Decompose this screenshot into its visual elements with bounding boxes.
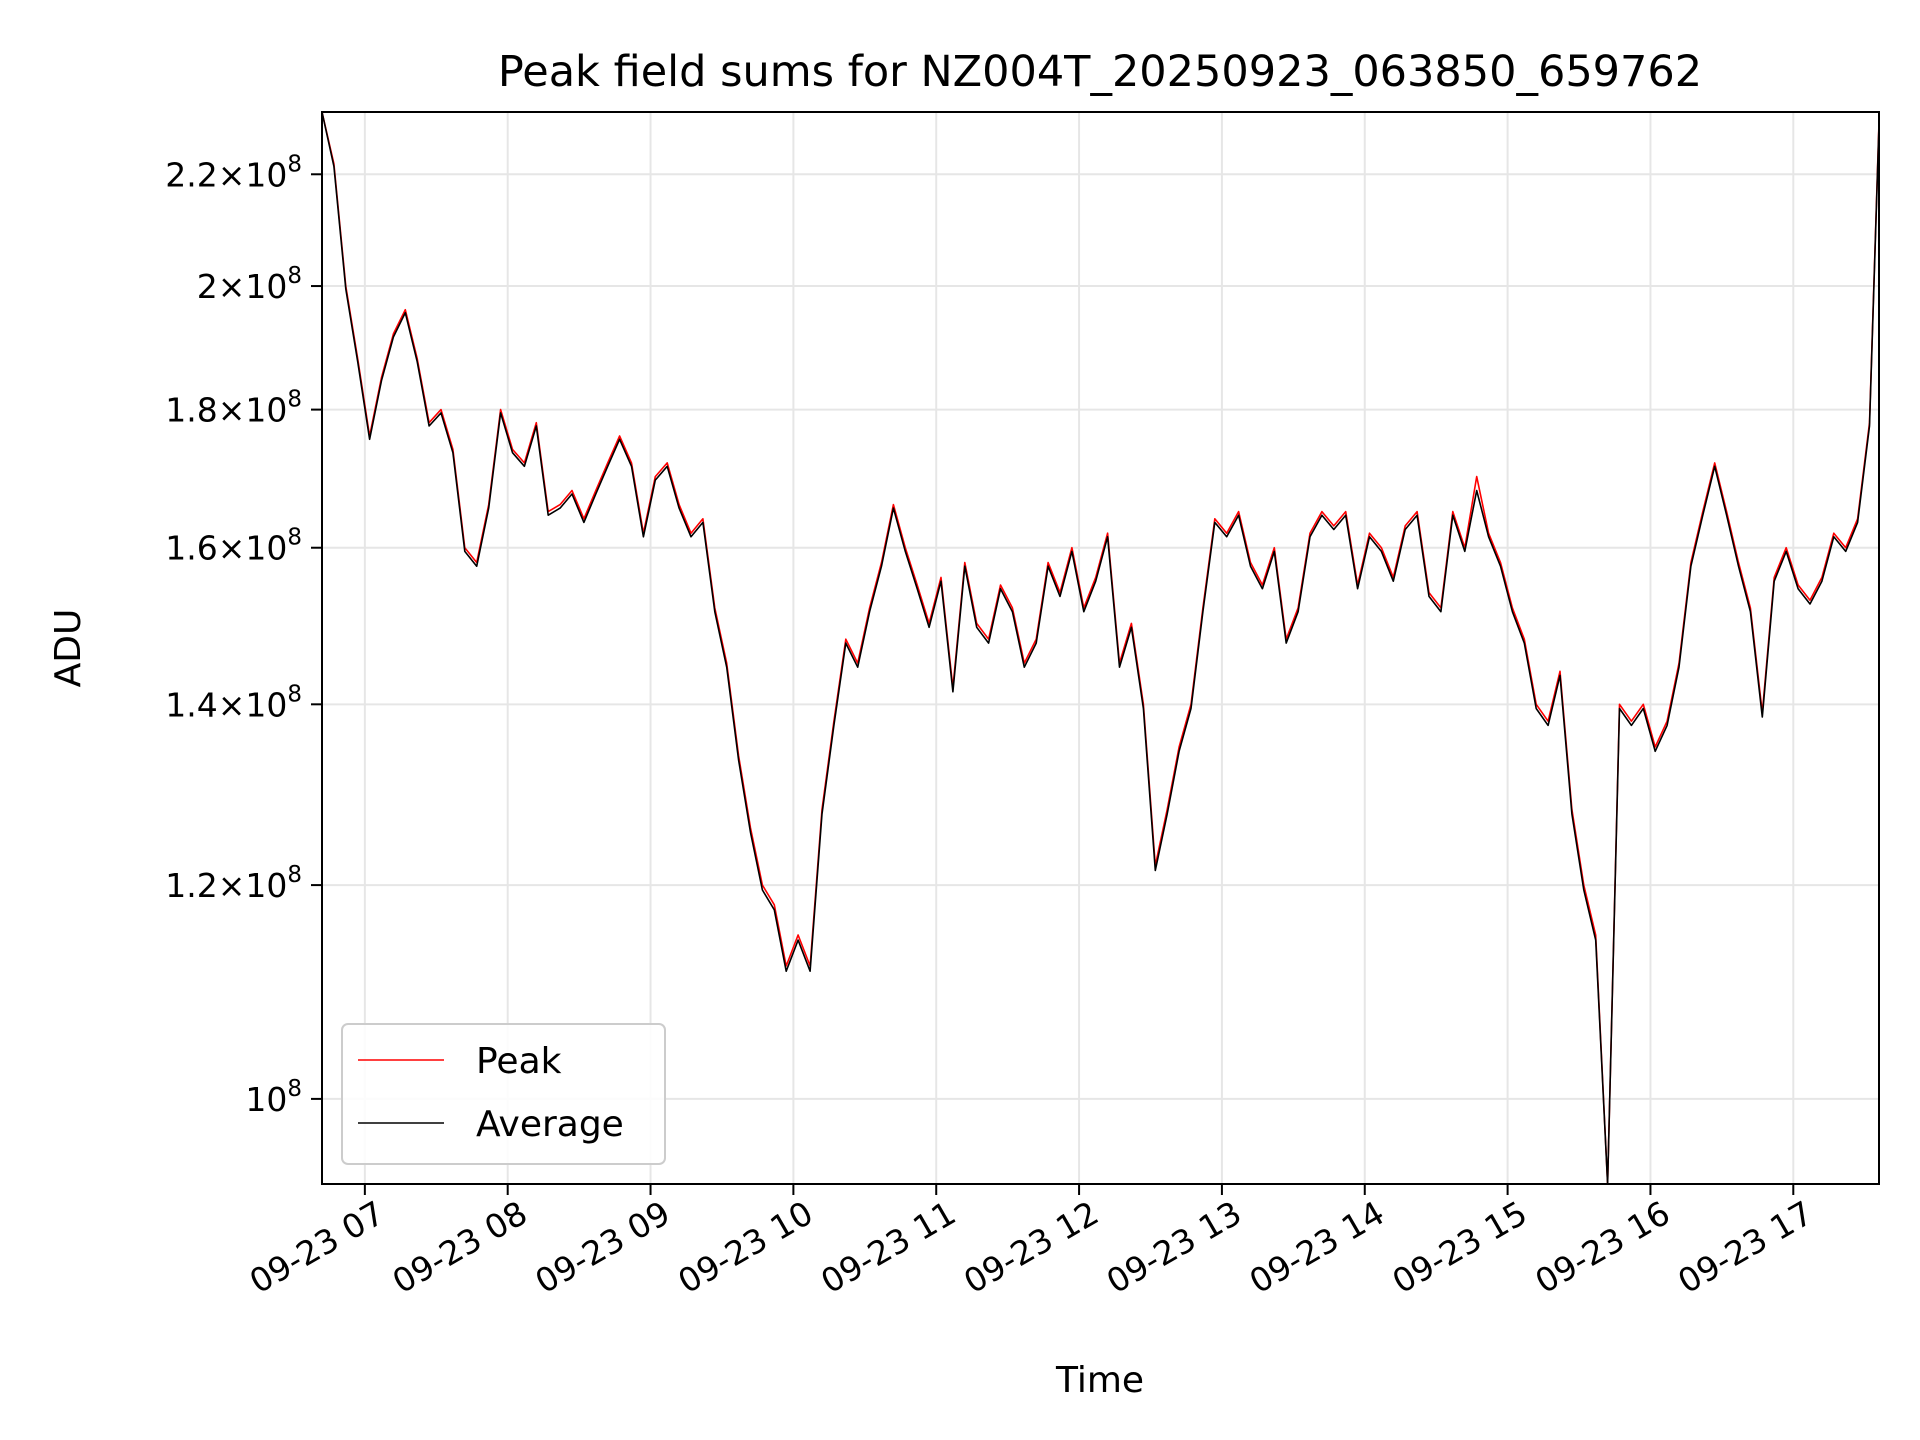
- series-line-average: [321, 111, 1880, 1185]
- y-tick-label: 1.4×108: [165, 681, 302, 724]
- y-axis-ticks: 108 1.2×108 1.4×108 1.6×108 1.8×108 2×108 2.2×…: [165, 151, 322, 1119]
- legend-label-average: Average: [476, 1104, 624, 1145]
- series-line-peak: [321, 111, 1880, 1185]
- legend-box: [341, 1023, 666, 1165]
- grid: [322, 112, 1879, 1184]
- y-tick-label: 108: [245, 1076, 302, 1119]
- y-tick-label: 2×108: [197, 263, 302, 306]
- y-tick-label: 1.2×108: [165, 862, 302, 905]
- series-lines: [321, 111, 1880, 1185]
- x-axis-title: Time: [1055, 1360, 1144, 1401]
- y-tick-label: 1.6×108: [165, 525, 302, 568]
- y-tick-label: 2.2×108: [165, 151, 302, 194]
- legend-label-peak: Peak: [476, 1041, 562, 1082]
- chart-title: Peak field sums for NZ004T_20250923_0638…: [498, 47, 1702, 97]
- y-axis-title: ADU: [48, 609, 89, 688]
- y-tick-label: 1.8×108: [165, 387, 302, 430]
- plot-frame: [321, 111, 1880, 1185]
- legend: Peak Average: [341, 1023, 666, 1165]
